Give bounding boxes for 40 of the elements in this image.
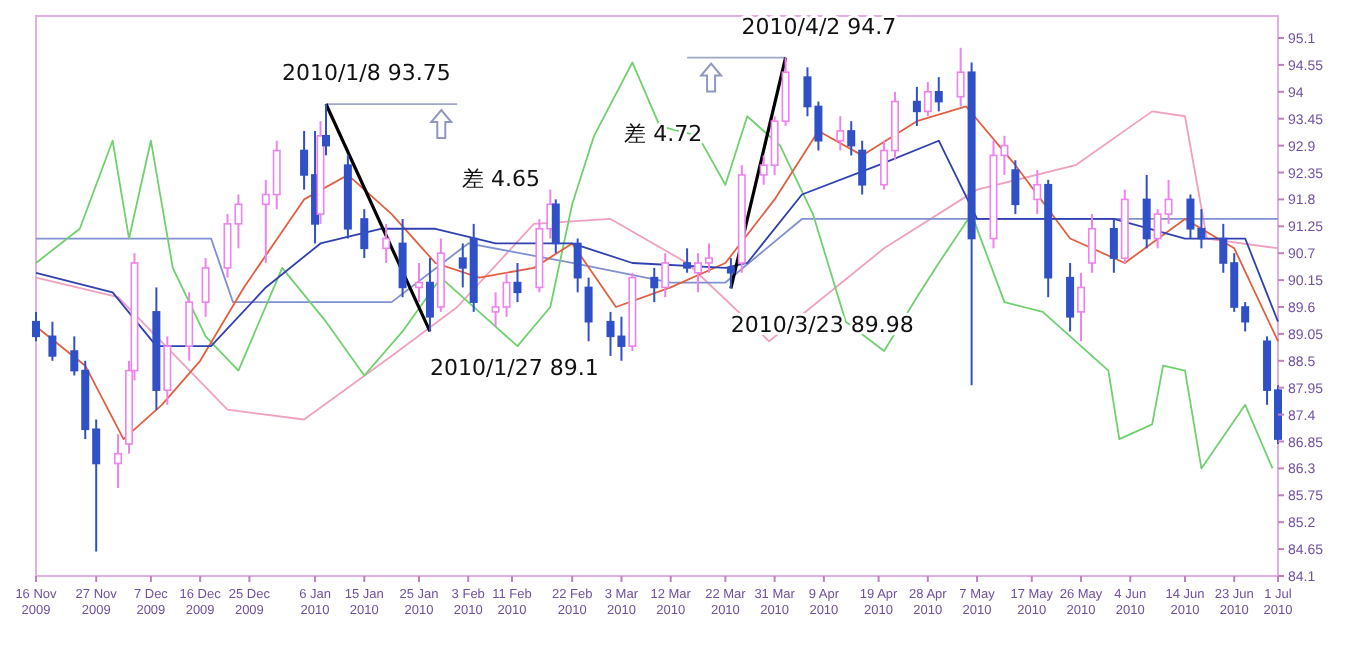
- candlestick: [923, 81, 932, 118]
- candlestick: [185, 291, 194, 362]
- candlestick: [858, 139, 867, 196]
- candlestick: [934, 76, 943, 113]
- candlestick: [584, 276, 593, 343]
- candlestick: [1087, 213, 1096, 274]
- candlestick: [201, 257, 210, 318]
- annotation: 差 4.65: [461, 165, 540, 192]
- candlestick: [31, 310, 40, 343]
- candlestick: [398, 217, 407, 299]
- candlestick: [661, 252, 670, 299]
- line-series: [35, 139, 1279, 348]
- candlestick: [1142, 173, 1151, 250]
- candlestick: [726, 257, 735, 290]
- candlestick: [650, 266, 659, 304]
- candlestick: [847, 120, 856, 157]
- candlestick: [1109, 217, 1118, 274]
- annotation: 2010/1/8 93.75: [281, 60, 451, 87]
- annotation: 2010/1/27 89.1: [429, 355, 599, 382]
- annotation: 2010/4/2 94.7: [741, 13, 897, 40]
- candlestick: [836, 115, 845, 152]
- candlestick: [114, 433, 123, 489]
- candlestick: [163, 335, 172, 406]
- candlestick: [382, 222, 391, 264]
- candlestick: [513, 261, 522, 304]
- candlestick: [425, 257, 434, 333]
- candlestick: [415, 261, 423, 304]
- line-series: [35, 61, 1274, 470]
- candlestick: [321, 103, 330, 157]
- candlestick: [1033, 169, 1042, 216]
- candlestick: [1077, 271, 1086, 343]
- candlestick: [956, 46, 965, 108]
- candlestick: [1066, 261, 1075, 333]
- candlestick: [912, 85, 921, 128]
- candlestick: [1011, 159, 1020, 216]
- candlestick: [551, 198, 560, 255]
- candlestick: [683, 247, 692, 274]
- candlestick: [48, 320, 57, 362]
- candlestick: [360, 208, 369, 260]
- candlestick: [573, 237, 582, 294]
